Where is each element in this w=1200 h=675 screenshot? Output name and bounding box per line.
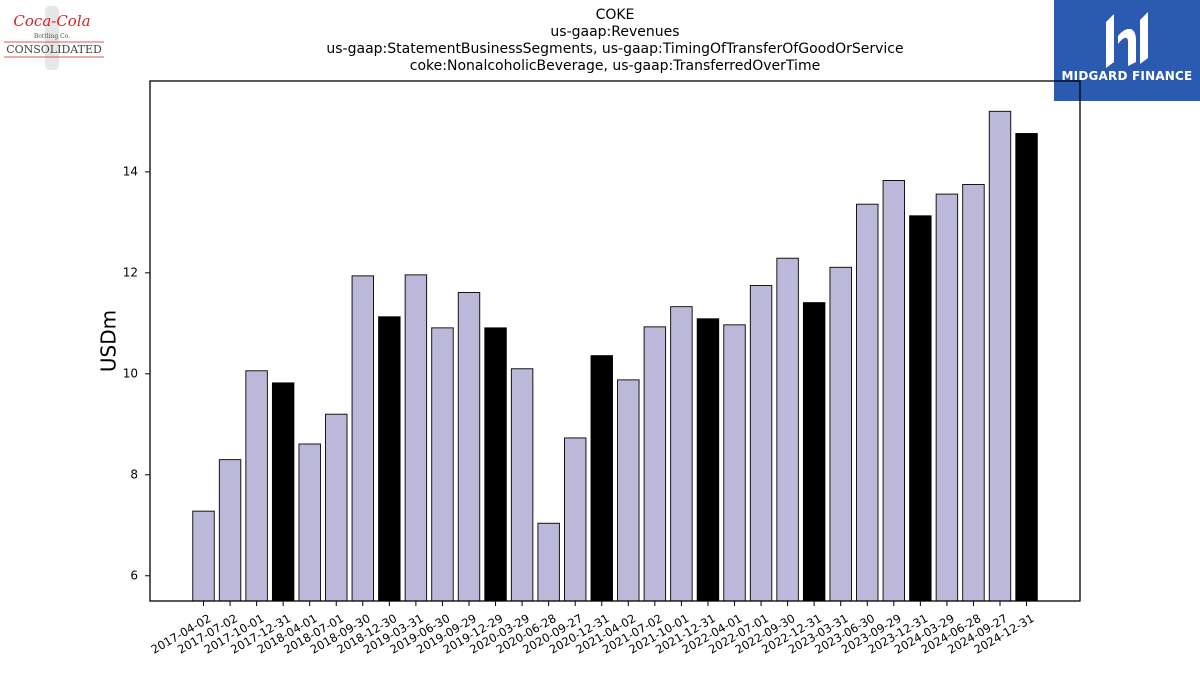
bar-2023-06-30 [856, 203, 879, 602]
bar-2017-07-02 [218, 459, 242, 602]
chart-title: COKE us-gaap:Revenues us-gaap:StatementB… [150, 7, 1080, 75]
y-tick-label: 10 [123, 366, 138, 380]
chart-title-line-1: COKE [595, 7, 635, 23]
logo-bottling-text: Bottling Co. [34, 33, 70, 40]
bar-2018-09-30 [351, 275, 374, 602]
y-axis: 6 8 10 12 14 [123, 164, 150, 582]
bar-2023-12-31 [909, 215, 932, 602]
bar-2019-12-29 [484, 327, 507, 602]
bar-2020-06-28 [537, 522, 560, 602]
bar-2018-04-01 [298, 443, 321, 602]
bar-2024-12-31 [1015, 133, 1038, 602]
x-axis: 2017-04-022017-07-022017-10-012017-12-31… [149, 601, 1036, 657]
midgard-finance-logo: MIDGARD FINANCE [1054, 0, 1200, 101]
bar-2022-09-30 [776, 257, 799, 602]
y-tick-label: 6 [130, 568, 138, 582]
chart-title-line-2: us-gaap:Revenues [550, 24, 680, 40]
chart-title-line-3: us-gaap:StatementBusinessSegments, us-ga… [326, 41, 904, 57]
coca-cola-consolidated-logo: Coca-Cola Bottling Co. CONSOLIDATED [4, 6, 104, 70]
bar-2023-03-31 [829, 266, 852, 602]
bar-2021-10-01 [670, 306, 693, 602]
bar-2020-09-27 [564, 437, 587, 602]
y-tick-label: 14 [123, 164, 138, 178]
logo-coca-cola-wordmark: Coca-Cola [13, 12, 90, 30]
chart-title-line-4: coke:NonalcoholicBeverage, us-gaap:Trans… [409, 58, 821, 74]
plot-frame [149, 80, 1081, 602]
bar-2017-12-31 [271, 382, 295, 602]
bar-2019-06-30 [431, 327, 454, 602]
bar-2022-12-31 [802, 302, 826, 602]
bar-2024-03-29 [935, 193, 959, 602]
bar-2022-07-01 [749, 285, 773, 602]
bars-group [192, 110, 1038, 602]
bar-2021-07-02 [643, 326, 667, 602]
bar-2017-10-01 [245, 370, 268, 602]
bar-2018-07-01 [325, 413, 348, 602]
midgard-mark-icon [1106, 12, 1148, 68]
y-tick-label: 8 [130, 467, 138, 481]
bar-2018-12-30 [378, 316, 401, 602]
bar-2020-03-29 [510, 368, 534, 602]
y-axis-label: USDm [97, 310, 121, 372]
logo-consolidated-text: CONSOLIDATED [6, 43, 102, 56]
bar-2023-09-29 [882, 180, 905, 602]
bar-2024-06-28 [962, 184, 985, 602]
bar-2019-03-31 [404, 274, 428, 602]
bar-2021-04-02 [617, 379, 640, 602]
bar-2021-12-31 [696, 318, 720, 602]
bar-2019-09-29 [457, 292, 481, 602]
bar-2020-12-31 [590, 355, 613, 602]
bar-2017-04-02 [192, 510, 215, 602]
bar-2024-09-27 [988, 110, 1012, 602]
midgard-finance-text: MIDGARD FINANCE [1061, 69, 1193, 83]
y-tick-label: 12 [123, 265, 138, 279]
bar-2022-04-01 [723, 324, 746, 602]
